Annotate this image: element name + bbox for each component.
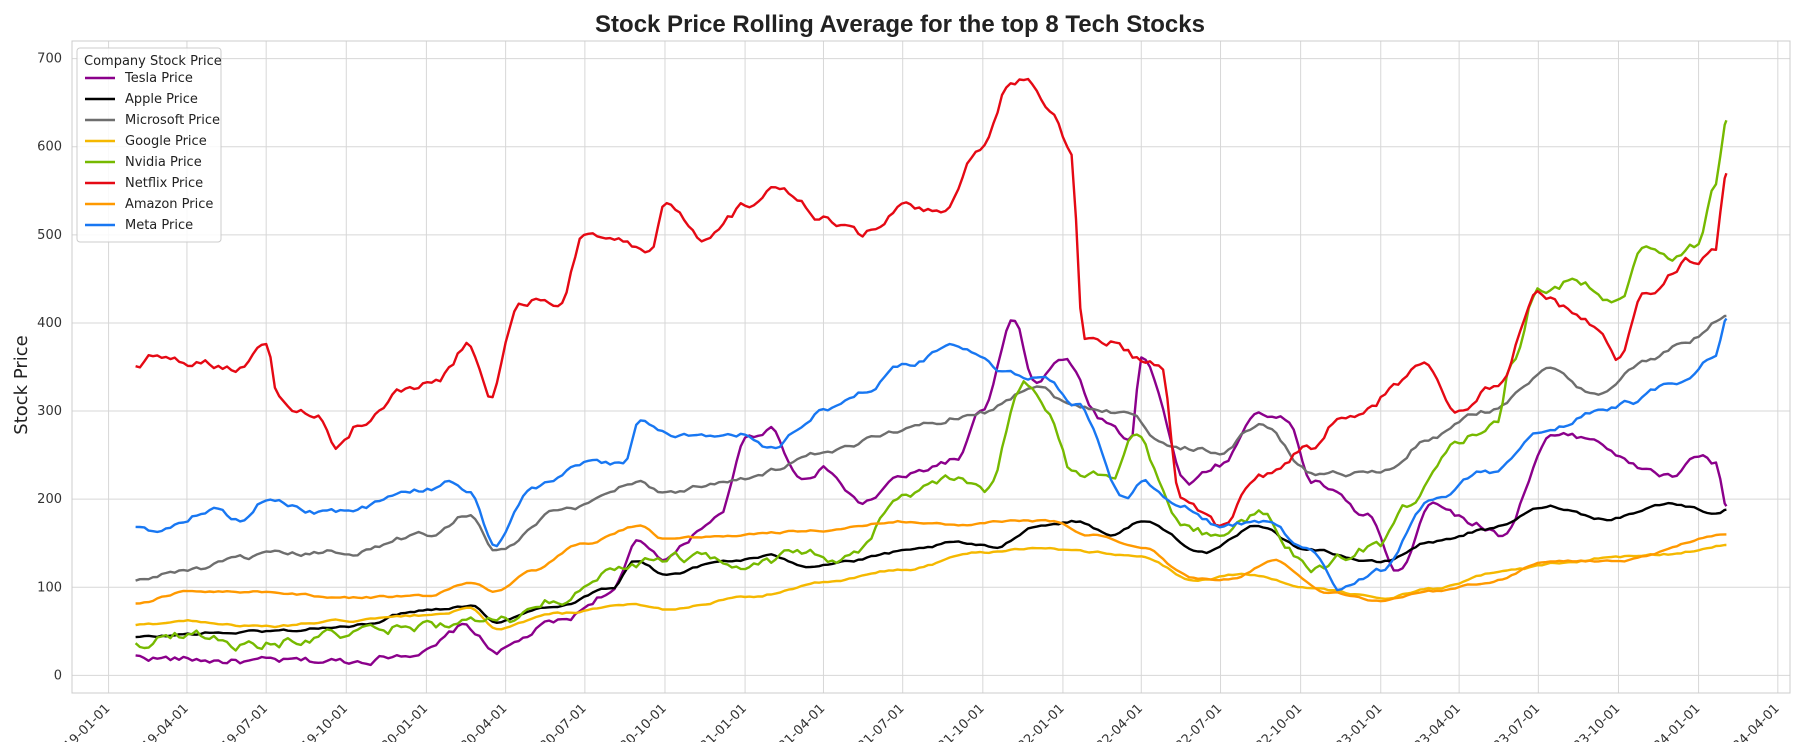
y-tick-label: 200 xyxy=(37,492,62,507)
legend-label: Nvidia Price xyxy=(125,155,202,170)
legend-label: Amazon Price xyxy=(125,197,213,212)
series-line-nvidia-price xyxy=(134,119,1728,652)
y-tick-label: 400 xyxy=(37,316,62,331)
x-tick-label: 20-01-01 xyxy=(379,701,431,742)
x-tick-label: 20-04-01 xyxy=(458,701,510,742)
y-tick-label: 600 xyxy=(37,140,62,155)
x-tick-label: 21-04-01 xyxy=(776,701,828,742)
plot-frame xyxy=(71,40,1791,694)
x-tick-label: 23-07-01 xyxy=(1491,701,1543,742)
legend-label: Tesla Price xyxy=(124,71,193,86)
series-lines xyxy=(134,77,1728,667)
series-line-google-price xyxy=(135,543,1727,631)
x-tick-label: 22-10-01 xyxy=(1253,701,1305,742)
x-tick-label: 24-01-01 xyxy=(1651,701,1703,742)
chart-title: Stock Price Rolling Average for the top … xyxy=(595,11,1205,38)
x-tick-label: 20-10-01 xyxy=(617,701,669,742)
x-tick-label: 23-04-01 xyxy=(1412,701,1464,742)
x-tick-labels: 19-01-01 19-04-01 19-07-01 19-10-01 20-01-01… xyxy=(61,701,1783,742)
series-line-tesla-price xyxy=(135,319,1728,667)
y-tick-label: 500 xyxy=(37,228,62,243)
y-axis-label: Stock Price xyxy=(11,335,32,434)
series-line-microsoft-price xyxy=(135,314,1727,582)
grid xyxy=(72,41,1790,693)
y-tick-label: 100 xyxy=(37,580,62,595)
legend-label: Netflix Price xyxy=(125,176,203,191)
legend-items: Tesla Price Apple Price Microsoft Price Goo… xyxy=(85,71,220,233)
legend-label: Apple Price xyxy=(125,92,198,107)
x-tick-label: 19-04-01 xyxy=(139,701,191,742)
legend-label: Google Price xyxy=(125,134,207,149)
x-tick-label: 20-07-01 xyxy=(537,701,589,742)
series-line-amazon-price xyxy=(135,518,1727,605)
y-tick-labels: 0 100 200 300 400 500 600 700 xyxy=(37,52,62,684)
x-tick-label: 22-07-01 xyxy=(1173,701,1225,742)
x-tick-label: 19-07-01 xyxy=(219,701,271,742)
x-tick-label: 21-01-01 xyxy=(698,701,750,742)
series-line-netflix-price xyxy=(135,77,1728,528)
y-tick-label: 0 xyxy=(54,668,62,683)
series-line-apple-price xyxy=(135,501,1727,639)
legend: Company Stock Price Tesla Price Apple Pri… xyxy=(76,47,222,243)
x-tick-label: 19-01-01 xyxy=(61,701,113,742)
x-tick-label: 21-10-01 xyxy=(935,701,987,742)
x-tick-label: 23-10-01 xyxy=(1571,701,1623,742)
x-tick-label: 22-01-01 xyxy=(1015,701,1067,742)
y-tick-label: 700 xyxy=(37,52,62,67)
series-line-meta-price xyxy=(135,317,1728,592)
x-tick-label: 24-04-01 xyxy=(1730,701,1782,742)
legend-title: Company Stock Price xyxy=(84,54,222,69)
legend-label: Microsoft Price xyxy=(125,113,220,128)
x-tick-label: 21-07-01 xyxy=(855,701,907,742)
x-tick-label: 23-01-01 xyxy=(1333,701,1385,742)
x-tick-label: 22-04-01 xyxy=(1094,701,1146,742)
y-tick-label: 300 xyxy=(37,404,62,419)
x-tick-label: 19-10-01 xyxy=(299,701,351,742)
legend-box xyxy=(76,47,222,243)
legend-label: Meta Price xyxy=(125,218,193,233)
